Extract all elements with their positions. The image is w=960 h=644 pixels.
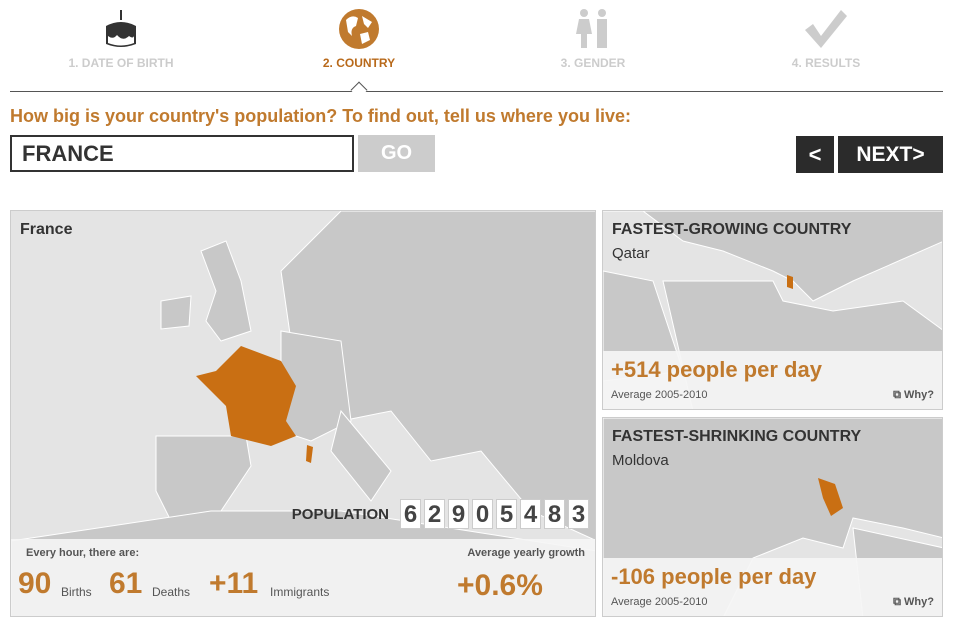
go-button[interactable]: GO bbox=[358, 135, 435, 172]
population-digit: 2 bbox=[424, 499, 445, 529]
population-digit: 5 bbox=[496, 499, 517, 529]
checkmark-icon bbox=[805, 10, 847, 48]
growth-rate: -106 people per day bbox=[611, 564, 817, 589]
step-date-of-birth[interactable]: 1. DATE OF BIRTH bbox=[21, 8, 221, 70]
population-counter: POPULATION 6 2 9 0 5 4 8 3 bbox=[292, 499, 589, 529]
moldova-highlight bbox=[818, 478, 843, 516]
qatar-highlight bbox=[787, 275, 793, 289]
step-country[interactable]: 2. COUNTRY bbox=[259, 8, 459, 70]
globe-icon bbox=[339, 9, 379, 49]
population-digit: 9 bbox=[448, 499, 469, 529]
panel-title: FASTEST-GROWING COUNTRY bbox=[612, 221, 852, 238]
question-text: How big is your country's population? To… bbox=[10, 106, 631, 126]
step-results[interactable]: 4. RESULTS bbox=[726, 8, 926, 70]
population-digit: 6 bbox=[400, 499, 421, 529]
deaths-count: 61 bbox=[109, 567, 143, 600]
active-step-indicator bbox=[350, 81, 368, 99]
popup-icon: ⧉ bbox=[893, 389, 905, 401]
next-button[interactable]: NEXT> bbox=[838, 136, 943, 173]
births-count: 90 bbox=[18, 567, 52, 600]
population-digit: 0 bbox=[472, 499, 493, 529]
population-digit: 8 bbox=[544, 499, 565, 529]
hourly-stats: Every hour, there are: 90 Births 61 Deat… bbox=[11, 539, 595, 616]
fastest-growing-panel: FASTEST-GROWING COUNTRY Qatar +514 peopl… bbox=[602, 210, 943, 410]
step-gender[interactable]: 3. GENDER bbox=[493, 8, 693, 70]
previous-button[interactable]: < bbox=[796, 136, 834, 173]
population-digit: 3 bbox=[568, 499, 589, 529]
immigrants-count: +11 bbox=[209, 567, 259, 600]
why-link[interactable]: ⧉ Why? bbox=[893, 596, 934, 608]
growth-rate: +514 people per day bbox=[611, 357, 822, 382]
country-input[interactable] bbox=[10, 135, 354, 172]
panel-title: FASTEST-SHRINKING COUNTRY bbox=[612, 428, 862, 445]
selected-country-name: France bbox=[20, 221, 73, 238]
country-name: Moldova bbox=[612, 452, 669, 469]
gender-icon bbox=[576, 9, 607, 48]
france-highlight bbox=[196, 346, 296, 446]
steps-divider bbox=[10, 91, 943, 92]
population-digit: 4 bbox=[520, 499, 541, 529]
why-link[interactable]: ⧉ Why? bbox=[893, 389, 934, 401]
yearly-growth: +0.6% bbox=[457, 569, 543, 602]
cake-icon bbox=[106, 10, 136, 47]
country-name: Qatar bbox=[612, 245, 650, 262]
popup-icon: ⧉ bbox=[893, 596, 905, 608]
country-map-panel: France POPULATION 6 2 9 0 5 4 8 3 Every … bbox=[10, 210, 596, 617]
fastest-shrinking-panel: FASTEST-SHRINKING COUNTRY Moldova -106 p… bbox=[602, 417, 943, 617]
